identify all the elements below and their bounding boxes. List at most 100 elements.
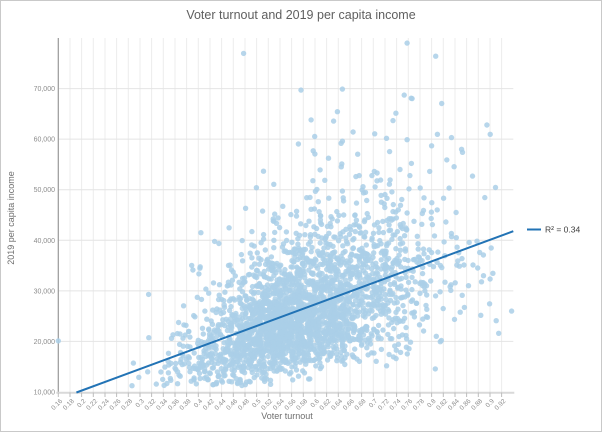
data-point[interactable] [278,292,284,298]
data-point[interactable] [408,160,415,167]
data-point[interactable] [187,344,193,350]
data-point[interactable] [388,217,395,223]
data-point[interactable] [187,334,193,340]
data-point[interactable] [342,307,349,313]
data-point[interactable] [216,240,222,247]
data-point[interactable] [276,341,282,347]
data-point[interactable] [355,151,361,157]
data-point[interactable] [315,315,322,321]
data-point[interactable] [259,350,265,357]
data-point[interactable] [401,92,407,98]
data-point[interactable] [431,233,438,239]
data-point[interactable] [405,257,411,264]
data-point[interactable] [356,332,363,339]
data-point[interactable] [222,289,228,295]
data-point[interactable] [428,143,435,149]
data-point[interactable] [480,252,487,258]
data-point[interactable] [344,241,351,247]
data-point[interactable] [267,381,274,387]
data-point[interactable] [389,236,395,243]
data-point[interactable] [364,210,370,217]
data-point[interactable] [444,157,450,163]
data-point[interactable] [263,329,269,336]
data-point[interactable] [227,262,233,268]
data-point[interactable] [161,382,167,389]
data-point[interactable] [382,248,388,254]
data-point[interactable] [386,315,392,321]
data-point[interactable] [280,323,287,329]
data-point[interactable] [286,331,292,338]
data-point[interactable] [294,269,300,275]
data-point[interactable] [364,197,370,204]
data-point[interactable] [197,375,203,382]
data-point[interactable] [307,234,314,240]
data-point[interactable] [470,262,476,268]
data-point[interactable] [428,215,434,222]
data-point[interactable] [374,275,380,282]
data-point[interactable] [284,295,290,302]
data-point[interactable] [298,221,304,227]
data-point[interactable] [265,287,271,293]
data-point[interactable] [403,324,409,331]
data-point[interactable] [407,172,413,179]
data-point[interactable] [357,230,363,236]
data-point[interactable] [386,222,392,228]
data-point[interactable] [253,185,260,191]
data-point[interactable] [403,227,410,233]
data-point[interactable] [280,203,286,209]
data-point[interactable] [378,257,384,263]
data-point[interactable] [317,365,323,372]
data-point[interactable] [279,244,286,250]
data-point[interactable] [310,148,316,154]
data-point[interactable] [229,277,236,283]
data-point[interactable] [343,301,350,307]
data-point[interactable] [310,271,316,277]
data-point[interactable] [324,279,330,285]
data-point[interactable] [191,312,197,319]
data-point[interactable] [296,232,303,238]
data-point[interactable] [374,170,380,176]
data-point[interactable] [261,369,267,376]
data-point[interactable] [496,330,502,336]
data-point[interactable] [302,232,308,238]
data-point[interactable] [403,344,410,350]
data-point[interactable] [264,282,271,288]
data-point[interactable] [442,279,448,285]
data-point[interactable] [249,255,255,261]
data-point[interactable] [394,228,401,235]
data-point[interactable] [420,328,427,334]
data-point[interactable] [441,239,447,245]
data-point[interactable] [350,245,357,251]
data-point[interactable] [420,246,427,252]
data-point[interactable] [254,250,260,256]
data-point[interactable] [237,286,243,292]
data-point[interactable] [188,378,194,384]
data-point[interactable] [342,287,349,293]
data-point[interactable] [369,172,375,179]
data-point[interactable] [348,264,354,270]
data-point[interactable] [215,296,222,303]
data-point[interactable] [384,257,390,263]
data-point[interactable] [295,288,301,294]
data-point[interactable] [486,301,493,307]
data-point[interactable] [289,341,295,348]
data-point[interactable] [193,381,199,387]
data-point[interactable] [208,318,214,324]
data-point[interactable] [209,334,215,340]
data-point[interactable] [189,262,195,269]
data-point[interactable] [160,376,166,383]
data-point[interactable] [318,286,324,293]
data-point[interactable] [204,316,210,322]
data-point[interactable] [245,302,252,308]
data-point[interactable] [234,380,241,387]
data-point[interactable] [310,178,316,184]
data-point[interactable] [269,351,276,357]
data-point[interactable] [422,288,428,294]
data-point[interactable] [391,281,398,287]
data-point[interactable] [249,228,255,235]
data-point[interactable] [318,221,325,228]
data-point[interactable] [288,349,295,355]
data-point[interactable] [296,245,302,252]
data-point[interactable] [283,229,290,235]
data-point[interactable] [339,259,345,265]
